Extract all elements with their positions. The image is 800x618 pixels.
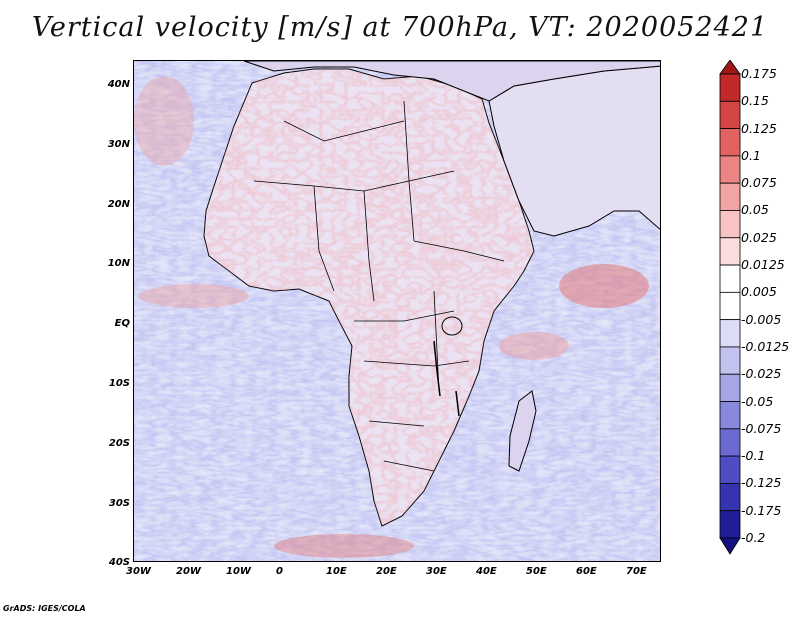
colorbar-segment: [719, 237, 741, 266]
latitude-label: 10S: [108, 378, 130, 389]
latitude-label: 10N: [107, 258, 130, 270]
longitude-label: 10W: [226, 566, 251, 577]
longitude-label: 30E: [426, 566, 447, 577]
colorbar-segment: [719, 128, 741, 157]
colorbar-segment: [719, 210, 741, 239]
colorbar-segment: [719, 264, 741, 293]
colorbar-level-label: -0.005: [741, 311, 782, 327]
latitude-label: 40S: [108, 557, 130, 569]
colorbar-level-label: 0.15: [741, 93, 769, 109]
colorbar-level-label: -0.025: [741, 366, 782, 382]
red-zone-indian-ocean: [499, 332, 569, 360]
longitude-label: 30W: [126, 566, 151, 577]
longitude-label: 0: [276, 566, 283, 577]
colorbar-level-label: 0.075: [741, 175, 777, 191]
colorbar: [719, 60, 741, 555]
lake-malawi: [455, 390, 460, 417]
colorbar-level-label: 0.025: [741, 229, 777, 245]
latitude-label: 30S: [108, 497, 130, 509]
colorbar-segment: [719, 346, 741, 375]
lake-victoria: [441, 316, 463, 336]
lake-tanganyika: [433, 340, 441, 397]
longitude-label: 10E: [326, 566, 347, 577]
colorbar-level-label: -0.05: [741, 393, 774, 409]
colorbar-level-label: -0.0125: [741, 338, 790, 354]
colorbar-segment: [719, 100, 741, 129]
colorbar-segment: [719, 455, 741, 484]
colorbar-segment: [719, 483, 741, 512]
latitude-label: 40N: [107, 79, 130, 90]
longitude-label: 20E: [376, 566, 397, 577]
colorbar-level-label: -0.1: [741, 448, 766, 464]
colorbar-level-label: -0.075: [741, 420, 782, 436]
red-zone-atlantic-eq: [139, 284, 249, 308]
madagascar: [508, 390, 537, 472]
colorbar-level-label: 0.005: [741, 284, 777, 300]
longitude-label: 20W: [176, 566, 201, 577]
latitude-label: 30N: [107, 138, 130, 150]
longitude-label: 70E: [626, 566, 647, 577]
colorbar-level-label: -0.175: [741, 502, 782, 518]
colorbar-segment: [719, 182, 741, 211]
colorbar-segment: [719, 60, 741, 75]
latitude-label: 20N: [107, 198, 130, 210]
longitude-label: 50E: [526, 566, 547, 577]
colorbar-level-label: 0.1: [741, 147, 761, 163]
colorbar-segment: [719, 291, 741, 321]
colorbar-level-label: -0.125: [741, 475, 782, 491]
red-zone-arabian-sea: [559, 264, 649, 308]
map-panel[interactable]: [133, 60, 661, 562]
europe-landmass: [243, 61, 660, 102]
colorbar-segment: [719, 510, 741, 539]
latitude-label: EQ: [114, 318, 130, 330]
colorbar-level-label: 0.0125: [741, 257, 785, 273]
colorbar-level-label: 0.05: [741, 202, 769, 218]
country-borders: [253, 100, 505, 472]
latitude-label: 20S: [108, 437, 130, 449]
colorbar-segment: [719, 373, 741, 402]
grads-credit: GrADS: IGES/COLA: [3, 604, 86, 613]
map-title: Vertical velocity [m/s] at 700hPa, VT: 2…: [31, 12, 769, 43]
colorbar-level-label: -0.2: [741, 530, 766, 545]
colorbar-segment: [719, 319, 741, 348]
colorbar-segment: [719, 537, 741, 555]
colorbar-segment: [719, 428, 741, 457]
red-zone-nw: [134, 76, 194, 166]
colorbar-level-label: 0.175: [741, 66, 777, 81]
colorbar-segment: [719, 155, 741, 184]
longitude-label: 40E: [476, 566, 497, 577]
red-zone-south-atlantic: [274, 534, 414, 558]
colorbar-level-label: 0.125: [741, 120, 777, 136]
colorbar-segment: [719, 401, 741, 430]
longitude-label: 60E: [576, 566, 597, 577]
colorbar-segment: [719, 73, 741, 102]
